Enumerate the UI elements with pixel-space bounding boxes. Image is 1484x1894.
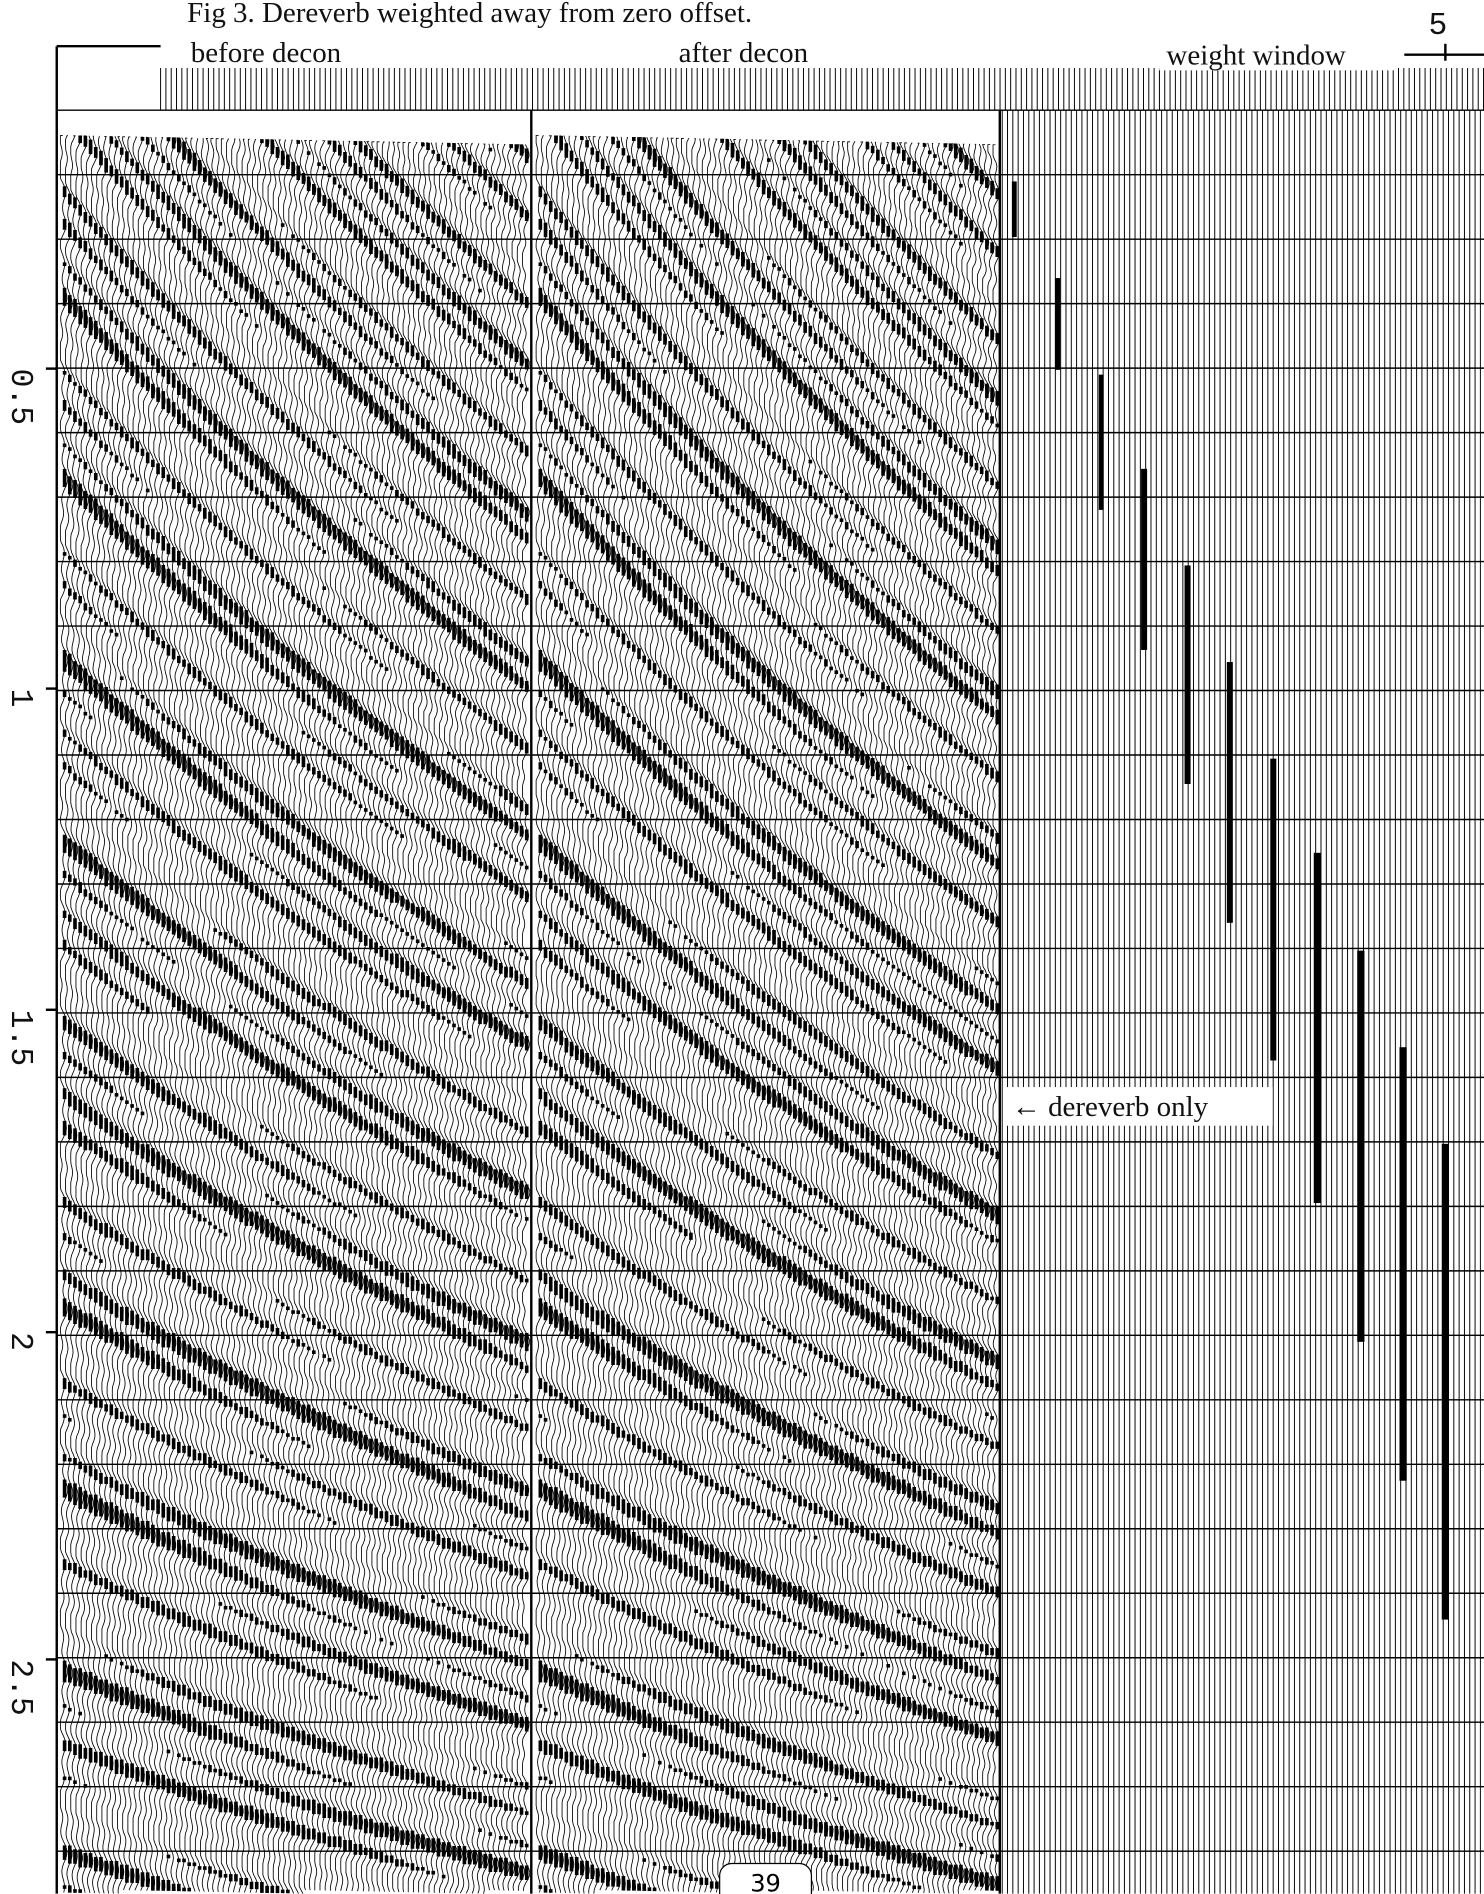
- weight-bar: [1185, 565, 1191, 784]
- weight-bar: [1442, 1144, 1449, 1620]
- time-tick-label: 2.5: [2, 1659, 37, 1715]
- weight-bar: [1227, 662, 1233, 923]
- time-tick-label: 2: [2, 1332, 37, 1351]
- page: Fig 3. Dereverb weighted away from zero …: [0, 0, 1484, 1894]
- panel-label: weight window: [1166, 39, 1346, 71]
- weight-bar: [1399, 1047, 1406, 1480]
- weight-bar: [1357, 951, 1364, 1342]
- page-number: 39: [750, 1869, 781, 1894]
- weight-bar: [1314, 853, 1321, 1203]
- figure-title: Fig 3. Dereverb weighted away from zero …: [187, 0, 752, 29]
- weight-bar: [1055, 278, 1060, 370]
- time-tick-label: 0.5: [2, 369, 37, 425]
- panel-label: after decon: [679, 37, 809, 69]
- weight-bar: [1270, 759, 1276, 1061]
- weight-bar: [1141, 469, 1147, 650]
- corner-label: 5: [1428, 9, 1447, 44]
- weight-bar: [1012, 181, 1017, 237]
- background: [0, 0, 1484, 1893]
- panel-label: before decon: [191, 37, 342, 69]
- time-tick-label: 1: [2, 689, 37, 708]
- figure: Fig 3. Dereverb weighted away from zero …: [0, 0, 1484, 1894]
- weight-bar: [1099, 375, 1104, 510]
- time-tick-label: 1.5: [2, 1010, 37, 1066]
- annotation: ← dereverb only: [1012, 1091, 1209, 1123]
